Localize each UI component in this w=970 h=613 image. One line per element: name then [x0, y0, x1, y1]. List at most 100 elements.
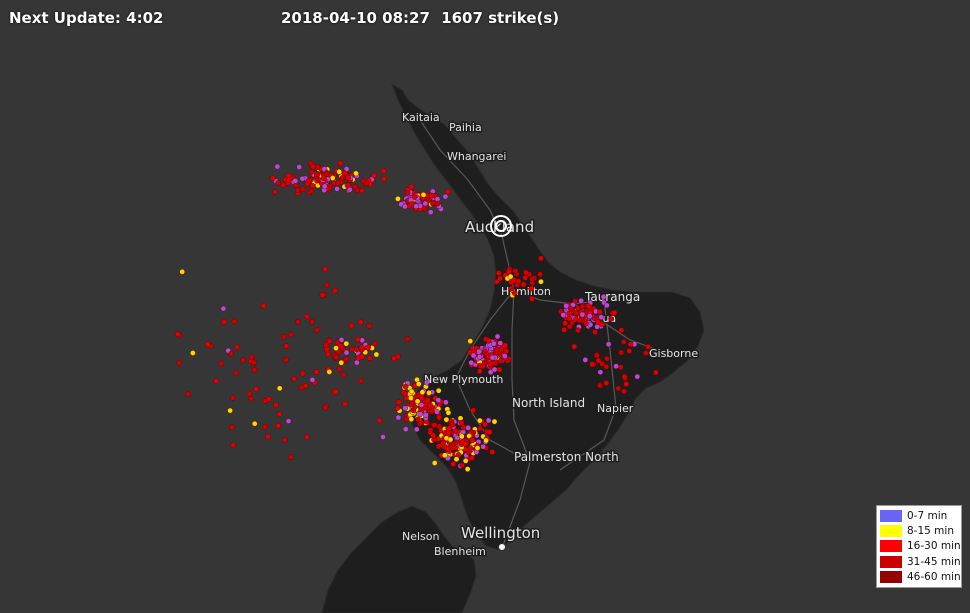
lightning-strike-dot — [443, 416, 450, 423]
lightning-strike-dot — [477, 425, 483, 432]
lightning-strike-dot — [603, 380, 610, 386]
legend-label: 0-7 min — [907, 509, 948, 522]
lightning-strike-dot — [340, 371, 347, 378]
lightning-strike-dot — [229, 424, 235, 431]
lightning-strike-dot — [618, 364, 624, 370]
lightning-strike-dot — [436, 423, 443, 430]
lightning-strike-dot — [520, 281, 527, 288]
lightning-strike-dot — [295, 319, 301, 325]
lightning-strike-dot — [221, 319, 227, 325]
lightning-strike-dot — [323, 170, 330, 177]
lightning-strike-dot — [333, 345, 339, 351]
place-napier: Napier — [597, 402, 634, 415]
lightning-strike-dot — [569, 319, 575, 326]
lightning-strike-dot — [600, 294, 607, 300]
lightning-strike-dot — [497, 340, 504, 346]
lightning-strike-dot — [309, 319, 316, 325]
lightning-strike-dot — [615, 385, 622, 392]
lightning-strike-dot — [487, 369, 494, 375]
lightning-strike-dot — [486, 429, 493, 435]
lightning-strike-dot — [294, 187, 301, 193]
lightning-strike-dot — [487, 360, 494, 367]
lightning-strike-dot — [380, 168, 387, 174]
lightning-strike-dot — [276, 411, 283, 417]
legend-item: 8-15 min — [880, 523, 958, 538]
lightning-strike-dot — [233, 369, 239, 376]
lightning-strike-dot — [485, 337, 492, 344]
lightning-strike-dot — [431, 460, 438, 466]
lightning-strike-dot — [353, 170, 359, 177]
lightning-strike-dot — [594, 323, 601, 330]
lightning-strike-dot — [618, 327, 625, 334]
lightning-strike-dot — [395, 195, 401, 202]
lightning-strike-dot — [309, 376, 316, 383]
lightning-strike-dot — [213, 378, 219, 384]
lightning-strike-dot — [359, 187, 365, 194]
place-gisborne: Gisborne — [649, 347, 698, 360]
lightning-strike-dot — [503, 348, 510, 355]
lightning-strike-dot — [491, 340, 497, 347]
lightning-strike-dot — [313, 171, 320, 178]
lightning-strike-dot — [394, 405, 401, 411]
lightning-strike-dot — [626, 348, 633, 354]
lightning-strike-dot — [444, 445, 451, 452]
lightning-strike-dot — [462, 457, 469, 464]
lightning-strike-dot — [314, 327, 321, 333]
lightning-strike-dot — [404, 336, 411, 342]
place-north-island: North Island — [512, 396, 585, 410]
lightning-strike-dot — [352, 183, 358, 190]
lightning-strike-dot — [576, 317, 583, 324]
lightning-strike-dot — [251, 420, 258, 427]
lightning-strike-dot — [265, 433, 271, 440]
lightning-strike-dot — [491, 418, 498, 425]
lightning-strike-dot — [435, 387, 442, 394]
lightning-strike-dot — [563, 302, 569, 309]
lightning-strike-dot — [523, 269, 529, 276]
lightning-strike-dot — [326, 369, 333, 375]
lightning-strike-dot — [322, 404, 329, 411]
lightning-strike-dot — [469, 455, 475, 461]
lightning-strike-dot — [220, 305, 227, 312]
lightning-strike-dot — [273, 402, 279, 408]
lightning-strike-dot — [476, 368, 483, 375]
strike-datetime: 2018-04-10 08:27 — [281, 9, 430, 27]
lightning-strike-dot — [403, 416, 410, 423]
lightning-strike-dot — [495, 270, 502, 276]
lightning-strike-dot — [408, 183, 415, 190]
place-blenheim: Blenheim — [434, 545, 486, 558]
lightning-strike-dot — [306, 177, 312, 184]
lightning-strike-dot — [281, 436, 288, 443]
lightning-strike-dot — [627, 341, 634, 348]
lightning-strike-dot — [314, 177, 320, 184]
lightning-strike-dot — [357, 319, 364, 325]
lightning-strike-dot — [494, 346, 501, 353]
lightning-strike-dot — [283, 357, 289, 363]
lightning-strike-dot — [645, 343, 651, 350]
lightning-strike-dot — [234, 344, 240, 351]
lightning-strike-dot — [419, 395, 425, 401]
lightning-strike-dot — [458, 433, 465, 440]
lightning-strike-dot — [176, 359, 183, 366]
lightning-strike-dot — [402, 426, 409, 433]
lightning-strike-dot — [443, 399, 449, 406]
place-new-plymouth: New Plymouth — [424, 373, 503, 386]
lightning-strike-dot — [502, 353, 508, 359]
lightning-strike-dot — [341, 170, 348, 176]
lightning-strike-dot — [528, 285, 535, 292]
lightning-strike-dot — [402, 405, 408, 411]
lightning-strike-dot — [248, 395, 254, 402]
lightning-strike-dot — [422, 200, 429, 207]
lightning-strike-dot — [497, 275, 503, 282]
place-kaitaia: Kaitaia — [402, 111, 440, 124]
lightning-strike-dot — [595, 319, 601, 325]
lightning-strike-dot — [484, 354, 491, 361]
lightning-strike-dot — [621, 338, 627, 345]
lightning-strike-dot — [376, 417, 383, 424]
lightning-strike-dot — [322, 266, 329, 273]
lightning-strike-dot — [428, 192, 435, 199]
lightning-strike-dot — [603, 363, 610, 370]
lightning-strike-dot — [427, 209, 434, 215]
road-network — [419, 119, 665, 549]
